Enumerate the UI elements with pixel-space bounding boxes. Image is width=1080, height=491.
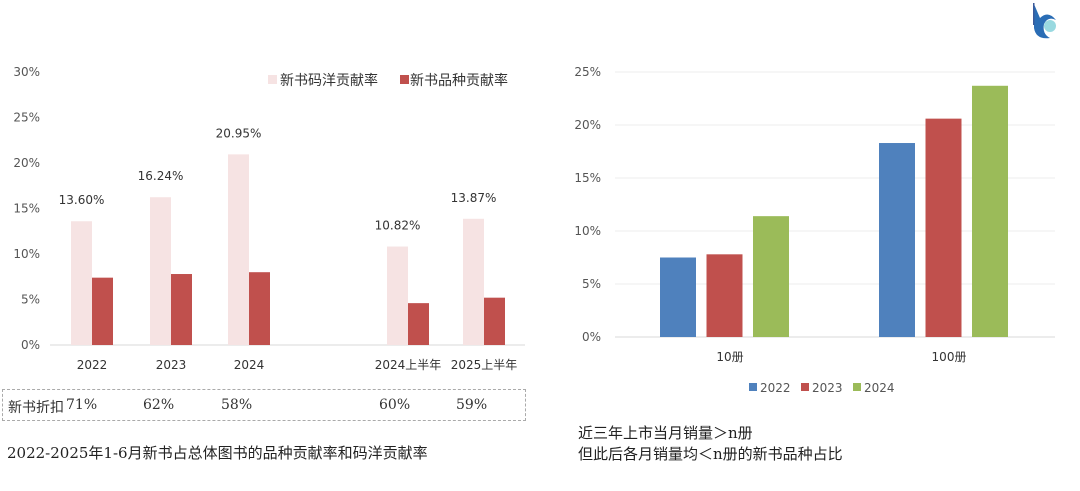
data-label: 10.82%: [375, 219, 421, 233]
y-tick-label: 20%: [574, 118, 601, 132]
data-label: 13.60%: [59, 193, 105, 207]
bar-新书码洋贡献率: [71, 221, 92, 345]
right-caption-line2: 但此后各月销量均＜n册的新书品种占比: [578, 445, 843, 463]
bar-新书码洋贡献率: [463, 218, 484, 345]
bar-2022: [660, 257, 696, 337]
discount-value: 60%: [379, 397, 411, 413]
y-tick-label: 30%: [13, 65, 40, 79]
openbook-logo: [1033, 3, 1056, 39]
discount-value: 59%: [456, 397, 488, 413]
legend-label: 2024: [864, 381, 895, 395]
legend-swatch: [749, 383, 757, 391]
data-label: 20.95%: [216, 126, 262, 140]
legend-swatch: [400, 75, 409, 84]
left-bar-chart: 0% 5% 10% 15% 20% 25% 30% 13.60% 2022 16.24% 2023 2…: [13, 65, 525, 372]
y-tick-label: 25%: [13, 111, 40, 125]
right-caption-line1: 近三年上市当月销量＞n册: [578, 424, 753, 442]
x-category-label: 2022: [77, 358, 108, 372]
bar-2023: [706, 254, 743, 337]
x-category-label: 2025上半年: [451, 358, 518, 372]
y-tick-label: 10%: [13, 247, 40, 261]
discount-row: 新书折扣 71% 62% 58% 60% 59%: [2, 389, 526, 421]
legend-label: 2023: [812, 381, 843, 395]
legend-swatch: [268, 75, 277, 84]
y-tick-label: 5%: [582, 277, 601, 291]
legend-swatch: [853, 383, 861, 391]
legend-label: 新书品种贡献率: [410, 72, 508, 89]
y-tick-label: 10%: [574, 224, 601, 238]
y-tick-label: 15%: [574, 171, 601, 185]
discount-value: 58%: [221, 397, 253, 413]
data-label: 13.87%: [451, 191, 497, 205]
bar-新书码洋贡献率: [150, 197, 171, 345]
bar-新书品种贡献率: [171, 274, 192, 345]
data-label: 16.24%: [138, 169, 184, 183]
legend-label: 2022: [760, 381, 791, 395]
discount-value: 62%: [143, 397, 175, 413]
y-tick-label: 0%: [582, 330, 601, 344]
discount-value: 71%: [66, 397, 98, 413]
y-tick-label: 20%: [13, 156, 40, 170]
bar-新书品种贡献率: [92, 277, 113, 345]
bar-新书码洋贡献率: [387, 246, 408, 345]
x-category-label: 10册: [716, 350, 743, 364]
bar-2023: [925, 118, 962, 337]
bar-新书品种贡献率: [484, 297, 505, 345]
x-category-label: 2024: [234, 358, 265, 372]
right-bar-chart: 0% 5% 10% 15% 20% 25% 10册 100册 2022 2023 2024: [574, 65, 1055, 395]
x-category-label: 100册: [932, 350, 967, 364]
x-category-label: 2023: [156, 358, 187, 372]
bar-2024: [972, 85, 1008, 337]
bar-新书品种贡献率: [408, 303, 429, 345]
bar-2024: [753, 216, 789, 337]
y-tick-label: 25%: [574, 65, 601, 79]
bar-2022: [879, 143, 915, 337]
y-tick-label: 5%: [21, 293, 40, 307]
bar-新书码洋贡献率: [228, 154, 249, 345]
x-category-label: 2024上半年: [375, 358, 442, 372]
legend-label: 新书码洋贡献率: [280, 72, 378, 89]
y-tick-label: 15%: [13, 202, 40, 216]
legend-swatch: [801, 383, 809, 391]
y-tick-label: 0%: [21, 338, 40, 352]
left-caption: 2022-2025年1-6月新书占总体图书的品种贡献率和码洋贡献率: [7, 444, 428, 462]
bar-新书品种贡献率: [249, 272, 270, 345]
discount-label: 新书折扣: [8, 400, 64, 416]
